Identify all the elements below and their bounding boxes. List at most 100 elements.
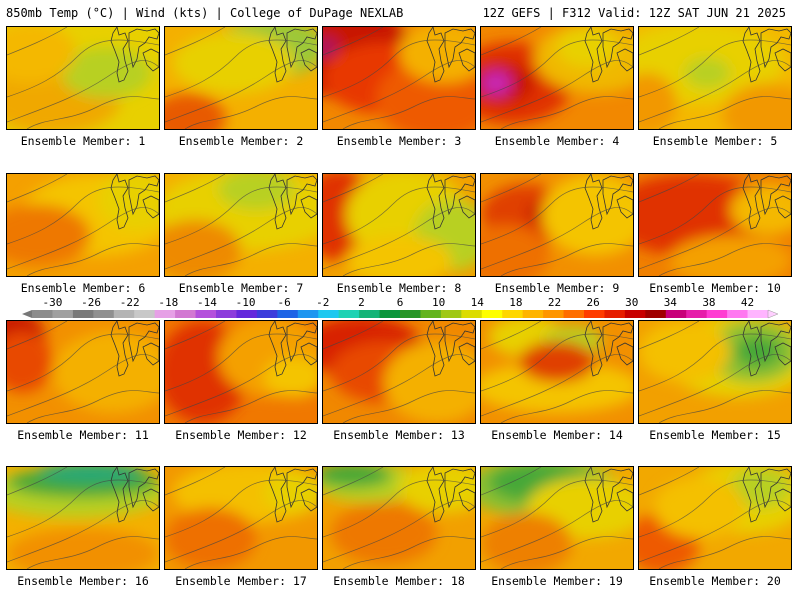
height-contour [184, 536, 317, 569]
temperature-region [330, 502, 437, 564]
height-contour [323, 174, 384, 203]
height-contour [481, 333, 633, 392]
ensemble-map-panel [164, 320, 318, 424]
height-contour [639, 479, 791, 538]
ensemble-member-label: Ensemble Member: 18 [333, 574, 465, 588]
temperature-region [7, 27, 76, 84]
temperature-region [519, 341, 595, 383]
colorbar-swatch [277, 310, 299, 318]
height-contour [639, 467, 700, 496]
temperature-map [7, 174, 159, 276]
colorbar-swatch [522, 310, 544, 318]
temperature-region [218, 174, 295, 210]
height-contour [639, 39, 791, 98]
great-lakes-outline [742, 27, 791, 83]
height-contour [165, 207, 317, 270]
height-contour [323, 354, 475, 417]
temperature-region [323, 37, 339, 58]
colorbar-swatch [747, 310, 769, 318]
temperature-region [345, 235, 453, 276]
colorbar-swatch [236, 310, 258, 318]
colorbar-swatch [359, 310, 381, 318]
colorbar-tick-label: -10 [236, 296, 256, 309]
height-contour [165, 333, 317, 392]
colorbar-swatch [113, 310, 135, 318]
colorbar-swatch [175, 310, 197, 318]
temperature-region [7, 204, 91, 266]
height-contour [323, 333, 475, 392]
temperature-map [323, 174, 475, 276]
great-lakes-outline [742, 321, 791, 377]
height-contour [658, 390, 791, 423]
colorbar-swatch [543, 310, 565, 318]
colorbar-swatch [461, 310, 483, 318]
temperature-map [323, 321, 475, 423]
colorbar-swatch [52, 310, 74, 318]
temperature-map [481, 174, 633, 276]
colorbar-tick-label: 2 [358, 296, 365, 309]
height-contour [323, 467, 384, 496]
colorbar-tick-label: -30 [43, 296, 63, 309]
temperature-map [165, 467, 317, 569]
height-contour [481, 500, 633, 563]
colorbar-swatch [400, 310, 421, 318]
ensemble-map-panel [638, 320, 792, 424]
ensemble-map-panel [164, 173, 318, 277]
temperature-map [165, 174, 317, 276]
height-contour [500, 96, 633, 129]
height-contour [7, 186, 159, 245]
temperature-region [481, 361, 633, 413]
colorbar-swatch [154, 310, 176, 318]
ensemble-map-panel [638, 466, 792, 570]
great-lakes-outline [268, 321, 317, 377]
great-lakes-outline [110, 174, 159, 230]
temperature-region [399, 467, 475, 513]
temperature-region [263, 356, 317, 398]
height-contour [639, 27, 700, 56]
colorbar-swatch [665, 310, 687, 318]
height-contour [481, 467, 542, 496]
temperature-region [383, 341, 475, 423]
ensemble-map-panel [322, 466, 476, 570]
temperature-region [730, 184, 791, 236]
colorbar-tick-label: 6 [397, 296, 404, 309]
temperature-map [639, 27, 791, 129]
temperature-map [7, 321, 159, 423]
temperature-map [639, 321, 791, 423]
height-contour [7, 354, 159, 417]
ensemble-map-panel [322, 173, 476, 277]
great-lakes-outline [268, 467, 317, 523]
ensemble-map-panel [322, 26, 476, 130]
colorbar-tick-label: 14 [471, 296, 485, 309]
ensemble-member-label: Ensemble Member: 3 [336, 134, 462, 148]
temperature-region [37, 467, 144, 483]
colorbar-swatch [32, 310, 53, 318]
colorbar-swatch [338, 310, 360, 318]
temperature-region [98, 174, 159, 231]
temperature-map [323, 467, 475, 569]
colorbar-swatch [502, 310, 524, 318]
colorbar-tick-label: -18 [158, 296, 178, 309]
colorbar-tick-label: 22 [548, 296, 561, 309]
ensemble-member-label: Ensemble Member: 19 [491, 574, 623, 588]
colorbar-swatch [481, 310, 503, 318]
colorbar-tick-label: 18 [509, 296, 522, 309]
temperature-region [399, 27, 475, 84]
ensemble-member-label: Ensemble Member: 1 [20, 134, 146, 148]
height-contour [184, 390, 317, 423]
height-contour [184, 96, 317, 129]
height-contour [323, 39, 475, 98]
temperature-region [654, 477, 746, 539]
height-contour [7, 321, 68, 350]
colorbar-swatch [686, 310, 708, 318]
great-lakes-outline [584, 27, 633, 83]
height-contour [165, 60, 317, 123]
temperature-map [481, 27, 633, 129]
temperature-map [165, 27, 317, 129]
height-contour [165, 186, 317, 245]
temperature-region [730, 467, 791, 508]
temperature-map [165, 321, 317, 423]
great-lakes-outline [584, 467, 633, 523]
model-valid-time: 12Z GEFS | F312 Valid: 12Z SAT JUN 21 20… [482, 6, 786, 20]
ensemble-map-panel [164, 26, 318, 130]
